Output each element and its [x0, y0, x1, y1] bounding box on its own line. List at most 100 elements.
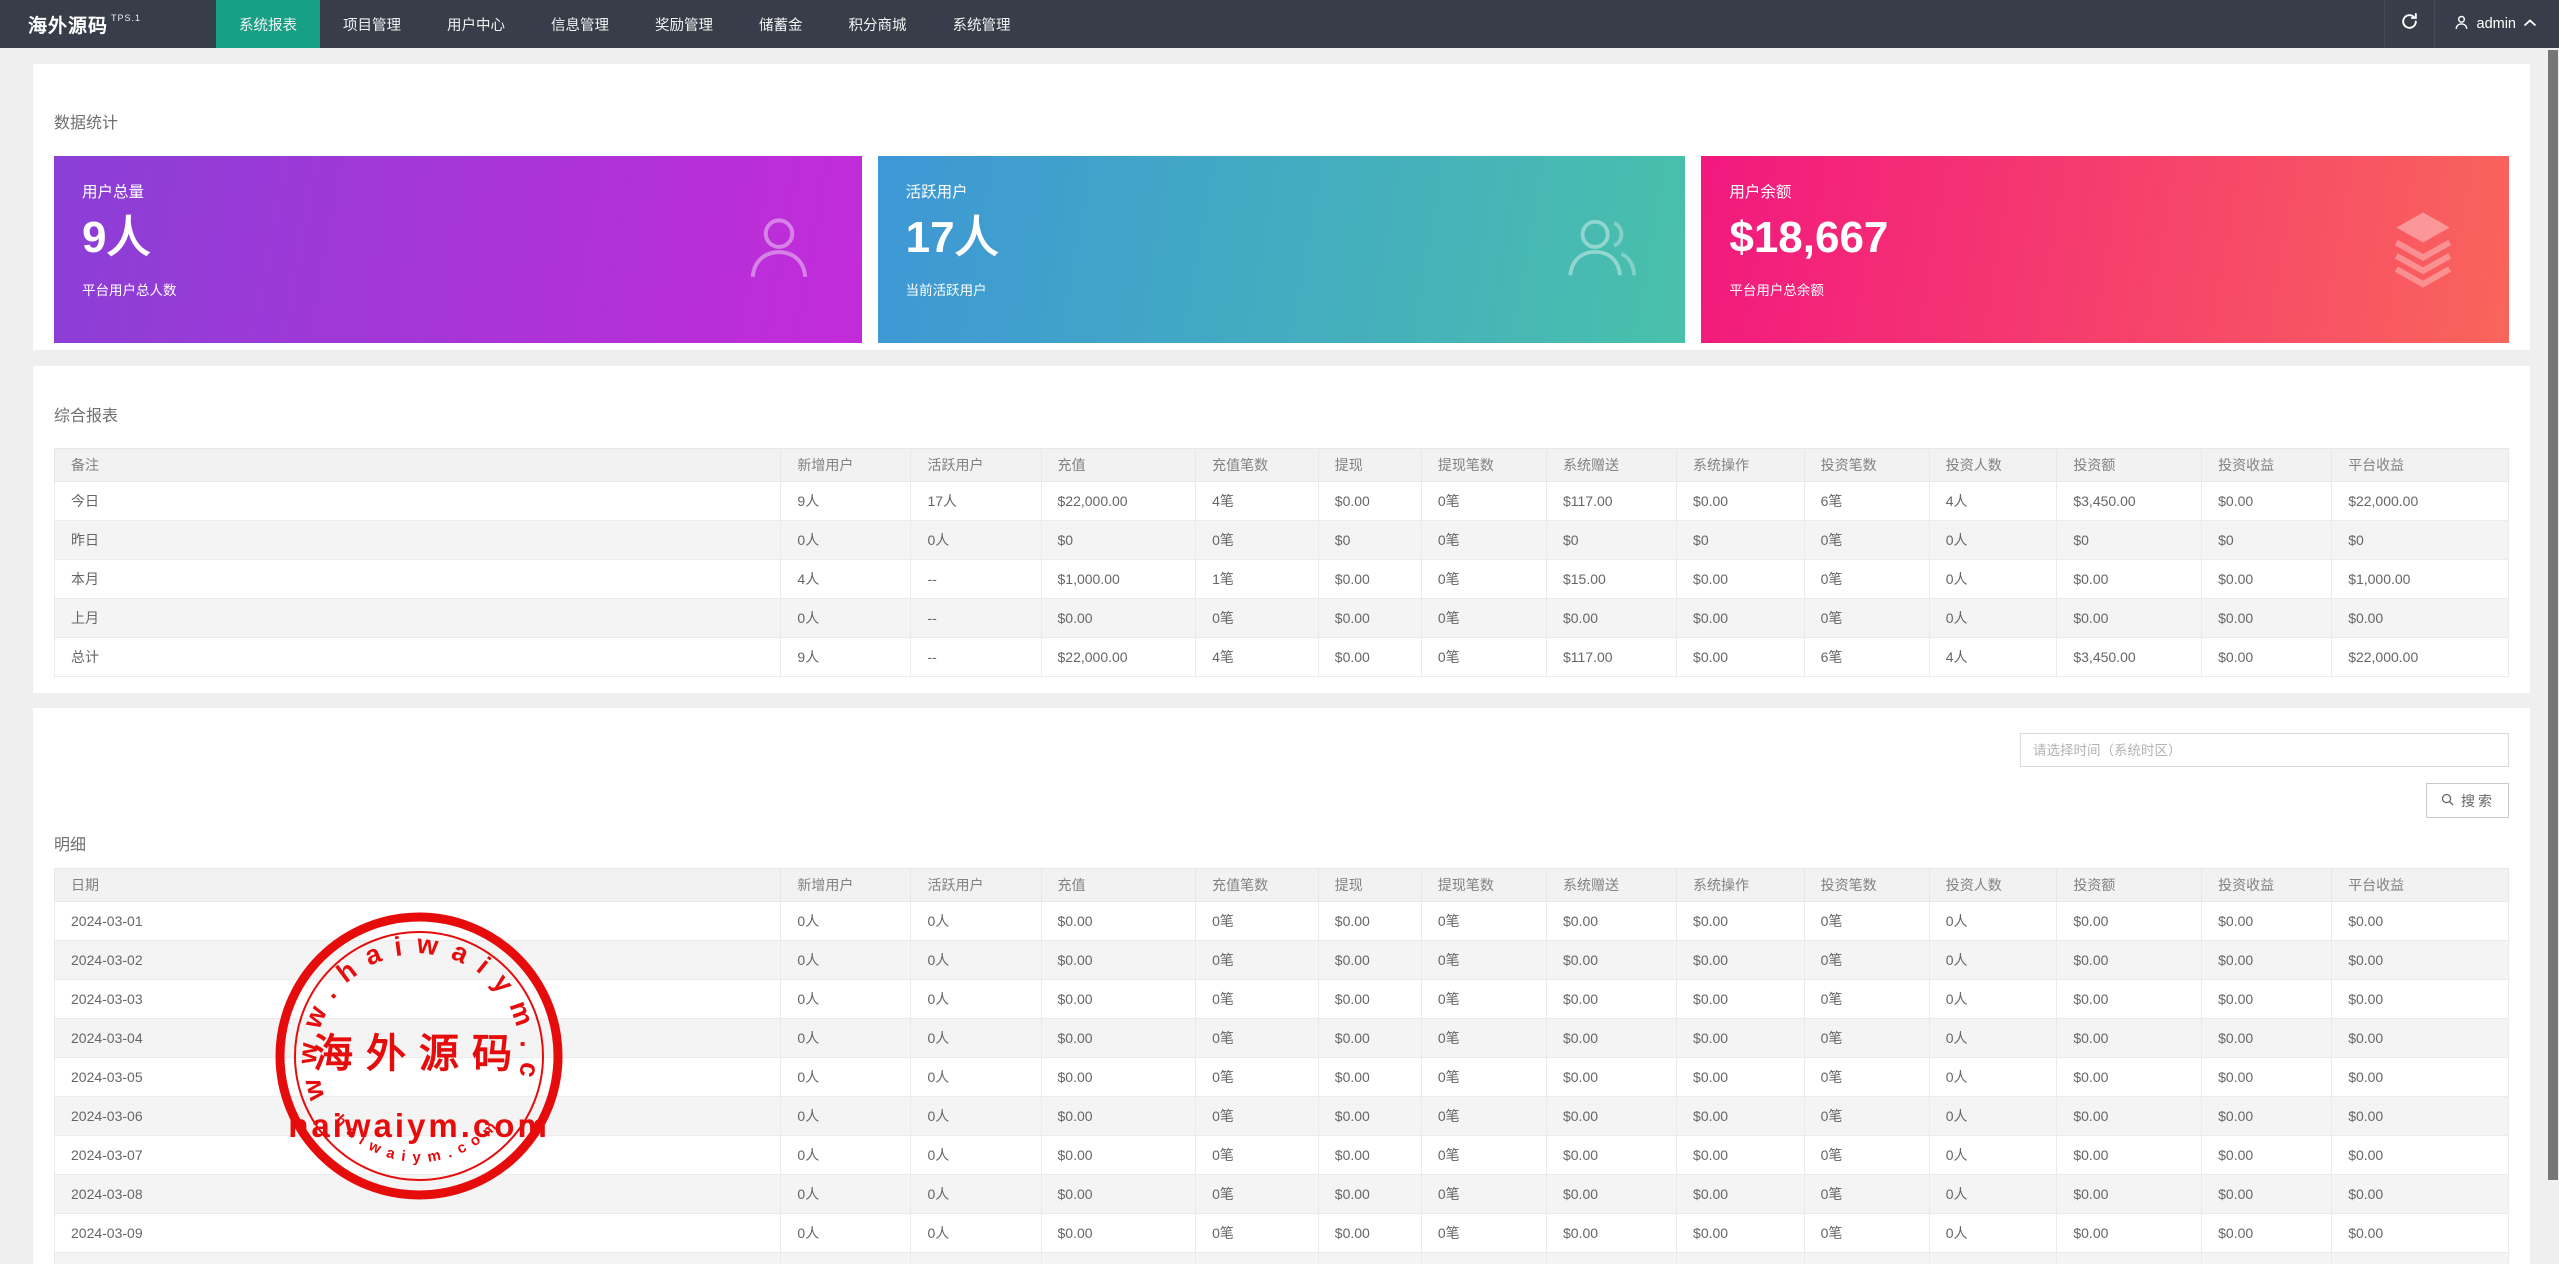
header-row: 备注 新增用户 活跃用户 充值 充值笔数 提现 提现笔数 系统赠送 系统操作 投资笔数 投资人数 投资…	[53, 448, 2509, 482]
stats-title: 数据统计	[54, 115, 119, 132]
table-cell: 0人	[1928, 1096, 2058, 1136]
table-cell: 2024-03-07	[53, 1135, 782, 1175]
table-cell: 0笔	[1420, 1135, 1547, 1175]
table-cell: 4人	[1928, 637, 2058, 677]
table-cell: $0.00	[1545, 1135, 1678, 1175]
nav-item-奖励管理[interactable]: 奖励管理	[655, 17, 713, 34]
table-cell: 0人	[1928, 1057, 2058, 1097]
table-cell: 0笔	[1420, 901, 1547, 941]
table-cell: $0.00	[2201, 1252, 2333, 1264]
nav-item-积分商城[interactable]: 积分商城	[848, 17, 907, 34]
table-cell: $0.00	[1040, 1096, 1197, 1136]
table-cell: $0.00	[1317, 1213, 1422, 1253]
table-cell: $0.00	[1040, 1057, 1197, 1097]
table-cell: $0.00	[1317, 940, 1422, 980]
table-cell: 0人	[1928, 559, 2058, 599]
table-cell: $0.00	[2056, 559, 2203, 599]
table-cell: $0.00	[1317, 1018, 1422, 1058]
table-cell: 0笔	[1803, 520, 1930, 560]
table-row: 2024-03-09 0人 0人 $0.00 0笔 $0.00 0笔 $0.00 $0.00 0笔…	[53, 1213, 2509, 1253]
table-cell: $0.00	[1040, 901, 1197, 941]
column-header: 投资额	[2056, 448, 2203, 482]
table-cell: 0笔	[1195, 598, 1319, 638]
table-cell: $0.00	[1317, 901, 1422, 941]
table-cell: $0.00	[1040, 940, 1197, 980]
table-cell: $0.00	[1317, 979, 1422, 1019]
search-button-row: 搜索	[54, 783, 2509, 818]
table-cell: 0人	[1928, 940, 2058, 980]
column-header: 投资额	[2056, 868, 2203, 902]
table-cell: 0人	[780, 1252, 912, 1264]
table-cell: 2024-03-02	[53, 940, 782, 980]
table-row: 2024-03-01 0人 0人 $0.00 0笔 $0.00 0笔 $0.00 $0.00 0笔…	[53, 901, 2509, 941]
table-cell: $1,000.00	[1040, 559, 1197, 599]
time-range-input[interactable]	[2020, 733, 2509, 767]
table-cell: 0笔	[1420, 1252, 1547, 1264]
table-cell: $0.00	[1545, 1174, 1678, 1214]
table-cell: 0笔	[1803, 1213, 1930, 1253]
table-cell: 2024-03-10	[53, 1252, 782, 1264]
search-button[interactable]: 搜索	[2426, 783, 2509, 818]
table-cell: $0	[1676, 520, 1805, 560]
scrollbar[interactable]	[2548, 50, 2558, 1180]
table-cell: $0.00	[1676, 1174, 1805, 1214]
summary-title: 综合报表	[54, 408, 119, 425]
column-header: 投资人数	[1928, 868, 2058, 902]
table-cell: $0.00	[1317, 559, 1422, 599]
table-cell: $0.00	[2056, 1018, 2203, 1058]
table-cell: 0笔	[1803, 1096, 1930, 1136]
table-cell: 0人	[910, 940, 1042, 980]
table-cell: $22,000.00	[1040, 637, 1197, 677]
app-logo[interactable]: 海外源码 TPS.1	[28, 0, 216, 48]
table-cell: $0.00	[1317, 481, 1422, 521]
table-cell: $117.00	[1545, 637, 1678, 677]
navbar: 海外源码 TPS.1 系统报表 项目管理 用户中心 信息管理 奖励管理 储蓄金 积分商城 系统…	[0, 0, 2559, 48]
table-cell: 今日	[53, 481, 782, 521]
column-header: 新增用户	[780, 868, 912, 902]
refresh-button[interactable]	[2383, 0, 2434, 48]
table-cell: 0人	[910, 1096, 1042, 1136]
column-header: 充值笔数	[1195, 868, 1319, 902]
table-cell: 0人	[1928, 1018, 2058, 1058]
table-cell: $0.00	[2201, 598, 2333, 638]
nav-item-系统报表[interactable]: 系统报表	[216, 0, 320, 48]
summary-panel: 综合报表 备注 新增用户 活跃用户 充值 充值笔数 提现 提现笔数 系统赠送 系统操作 投资笔数投…	[33, 366, 2530, 693]
table-cell: --	[910, 598, 1042, 638]
app-logo-text: 海外源码	[28, 15, 109, 37]
nav-item-系统管理[interactable]: 系统管理	[952, 17, 1011, 34]
table-cell: $0	[2331, 520, 2509, 560]
detail-title: 明细	[54, 837, 87, 854]
table-cell: $0.00	[2331, 598, 2509, 638]
column-header: 活跃用户	[910, 868, 1042, 902]
table-row: 本月 4人 -- $1,000.00 1笔 $0.00 0笔 $15.00 $0.00 0笔 0人 $…	[53, 559, 2509, 599]
column-header: 提现笔数	[1420, 448, 1547, 482]
table-cell: $0.00	[2201, 901, 2333, 941]
column-header: 投资人数	[1928, 448, 2058, 482]
admin-menu[interactable]: admin	[2433, 0, 2559, 48]
table-cell: 2024-03-03	[53, 979, 782, 1019]
nav-item-储蓄金[interactable]: 储蓄金	[759, 17, 803, 34]
table-cell: $0.00	[1676, 637, 1805, 677]
table-row: 2024-03-02 0人 0人 $0.00 0笔 $0.00 0笔 $0.00 $0.00 0笔…	[53, 940, 2509, 980]
column-header: 提现	[1317, 868, 1422, 902]
nav-item-项目管理[interactable]: 项目管理	[343, 17, 401, 34]
table-cell: 0人	[1928, 1252, 2058, 1264]
table-cell: 0笔	[1803, 901, 1930, 941]
table-cell: 0人	[910, 1018, 1042, 1058]
table-cell: $0.00	[1040, 1174, 1197, 1214]
table-cell: 0笔	[1803, 1252, 1930, 1264]
table-cell: $0.00	[1317, 1096, 1422, 1136]
table-cell: 4人	[780, 559, 912, 599]
column-header: 平台收益	[2331, 868, 2509, 902]
table-cell: $0.00	[1040, 1213, 1197, 1253]
table-cell: $0.00	[1040, 1135, 1197, 1175]
nav-item-用户中心[interactable]: 用户中心	[447, 17, 505, 34]
table-cell: $0.00	[2201, 1018, 2333, 1058]
table-cell: $0.00	[2201, 481, 2333, 521]
table-cell: $0.00	[1676, 940, 1805, 980]
table-cell: 0笔	[1195, 901, 1319, 941]
detail-table: 日期 新增用户 活跃用户 充值 充值笔数 提现 提现笔数 系统赠送 系统操作 投资笔数 投资人数 投资…	[53, 868, 2509, 1264]
table-cell: $0.00	[2331, 1174, 2509, 1214]
table-cell: 0人	[780, 1096, 912, 1136]
nav-item-信息管理[interactable]: 信息管理	[551, 17, 609, 34]
